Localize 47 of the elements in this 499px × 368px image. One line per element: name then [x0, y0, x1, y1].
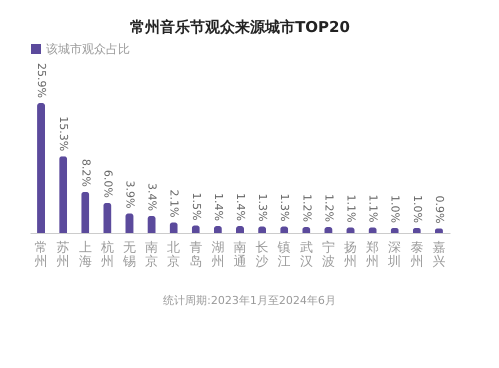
data-label: 1.4% — [212, 193, 225, 221]
data-label: 1.3% — [256, 194, 270, 222]
x-tick-label: 北京 — [167, 240, 180, 270]
data-label: 1.0% — [388, 195, 402, 223]
x-tick-label: 上海 — [78, 240, 92, 270]
data-label: 6.0% — [101, 170, 114, 198]
x-tick-label: 长沙 — [256, 240, 269, 270]
x-tick-label: 南京 — [145, 240, 158, 270]
bar — [148, 216, 156, 233]
x-tick-label: 郑州 — [366, 240, 380, 270]
data-label: 1.1% — [344, 194, 358, 222]
data-label: 1.3% — [278, 194, 292, 222]
x-tick-label: 苏州 — [56, 240, 70, 270]
data-label: 1.2% — [322, 194, 336, 222]
data-label: 1.1% — [366, 194, 380, 222]
x-tick-label: 无锡 — [122, 240, 136, 270]
x-tick-label: 扬州 — [344, 240, 358, 270]
chart-title: 常州音乐节观众来源城市TOP20 — [130, 18, 350, 36]
bar — [81, 192, 90, 233]
x-tick-label: 武汉 — [300, 240, 313, 270]
x-tick-label: 青岛 — [189, 240, 202, 270]
bar — [59, 156, 68, 233]
data-label: 15.3% — [57, 116, 70, 152]
bar — [103, 202, 112, 233]
bar — [125, 213, 134, 233]
data-label: 1.2% — [300, 194, 314, 222]
bar — [37, 103, 46, 233]
x-tick-label: 宁波 — [322, 240, 335, 270]
x-tick-label: 嘉兴 — [432, 240, 446, 270]
data-label: 1.5% — [190, 192, 203, 220]
x-tick-label: 常州 — [34, 240, 48, 270]
data-label: 0.9% — [432, 196, 446, 224]
x-tick-label: 镇江 — [276, 240, 291, 270]
x-tick-label: 湖州 — [211, 240, 224, 270]
text: 统计周期:2023年1月至2024年6月 — [162, 293, 337, 308]
data-label: 2.1% — [168, 190, 181, 218]
x-tick-label: 深圳 — [387, 240, 402, 270]
data-label: 25.9% — [35, 63, 48, 98]
data-label: 1.0% — [410, 195, 424, 223]
data-label: 3.9% — [123, 180, 136, 208]
data-label: 3.4% — [146, 182, 159, 211]
data-label: 8.2% — [79, 158, 92, 187]
x-tick-label: 杭州 — [100, 240, 114, 270]
x-tick-label: 南通 — [234, 240, 246, 270]
x-tick-label: 泰州 — [410, 240, 424, 270]
data-label: 1.4% — [234, 193, 247, 221]
legend-label: 该城市观众占比 — [46, 42, 130, 56]
